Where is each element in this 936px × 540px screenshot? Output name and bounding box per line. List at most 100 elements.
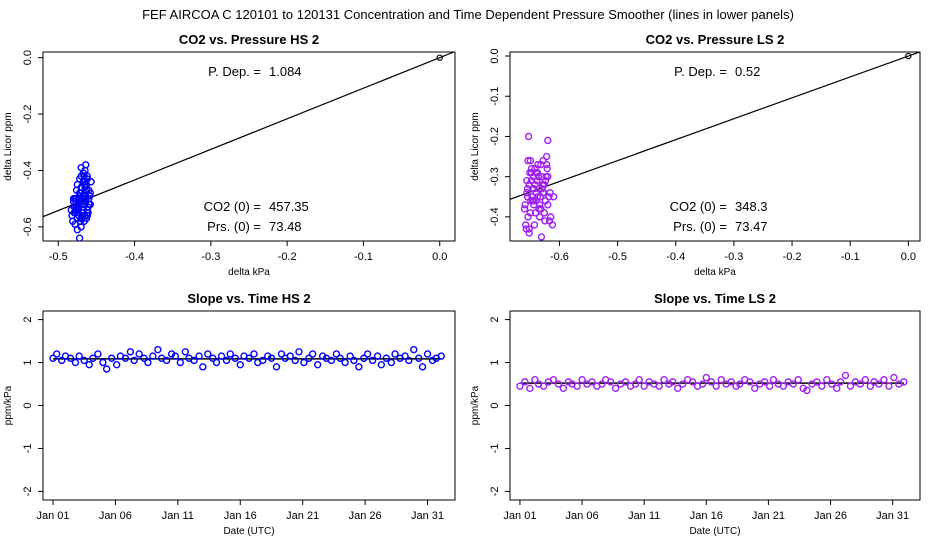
ls-pressure-ytick-label: 0.0: [489, 48, 501, 63]
ls-slope-point: [660, 376, 668, 384]
hs-slope-point: [418, 363, 427, 371]
hs-slope-ytick-label: -1: [22, 444, 34, 454]
hs-slope-ytick-label: 2: [22, 317, 34, 323]
hs-pressure-point: [86, 200, 95, 209]
ls-slope-point: [655, 382, 663, 390]
hs-pressure-pdep-value: 1.084: [269, 64, 302, 79]
hs-slope-point: [377, 360, 386, 369]
ls-pressure-point: [528, 193, 536, 201]
hs-slope-point: [415, 354, 423, 362]
ls-pressure-xlabel: delta kPa: [694, 267, 736, 278]
ls-slope-point: [559, 384, 568, 393]
hs-slope-xtick-label: Jan 31: [411, 510, 444, 522]
hs-slope-point: [272, 363, 281, 371]
hs-pressure-origin-point: [436, 54, 443, 61]
hs-slope-point: [382, 354, 391, 362]
hs-pressure-point: [81, 211, 89, 220]
hs-slope-ytick-label: 0: [22, 402, 34, 408]
ls-slope-point: [760, 378, 769, 386]
ls-pressure-point: [523, 176, 531, 185]
ls-slope-point: [890, 373, 898, 382]
hs-slope-ytick-label: -2: [22, 487, 34, 497]
hs-pressure-ytick-label: -0.6: [22, 217, 34, 236]
ls-pressure-co2-label: CO2 (0) =: [670, 199, 727, 214]
ls-pressure-plot-area: [510, 52, 920, 241]
hs-slope-point: [327, 356, 336, 365]
ls-slope-point: [900, 378, 908, 386]
ls-pressure-point: [533, 176, 541, 185]
hs-slope-point: [267, 354, 276, 362]
ls-slope-xtick-label: Jan 21: [752, 510, 785, 522]
hs-pressure-ytick-label: -0.2: [22, 105, 34, 124]
hs-slope-point: [167, 350, 176, 358]
ls-pressure-point: [545, 217, 554, 225]
ls-slope-point: [665, 380, 673, 388]
ls-slope-ytick-label: 2: [489, 317, 501, 323]
ls-slope-point: [818, 382, 826, 390]
ls-slope-point: [769, 376, 778, 384]
hs-pressure-point: [77, 172, 85, 180]
hs-pressure-xtick-label: -0.4: [125, 251, 144, 263]
ls-pressure-point: [541, 217, 549, 225]
hs-slope-point: [154, 345, 162, 354]
ls-slope-point: [678, 380, 687, 388]
ls-slope-point: [856, 380, 865, 388]
ls-slope-point: [751, 384, 759, 393]
hs-slope-point: [209, 354, 217, 362]
hs-slope-ytick-label: 1: [22, 359, 34, 365]
hs-slope-point: [428, 356, 437, 365]
hs-pressure-prs-value: 73.48: [269, 219, 302, 234]
ls-pressure-point: [544, 136, 552, 145]
ls-slope-point: [789, 380, 797, 388]
ls-pressure-point: [545, 193, 553, 201]
ls-slope-point: [598, 380, 606, 388]
ls-slope-ylabel: ppm/kPa: [470, 385, 481, 425]
hs-pressure-ylabel: delta Licor ppm: [3, 112, 14, 180]
ls-slope-point: [765, 382, 774, 390]
hs-pressure-pdep-label: P. Dep. =: [208, 64, 261, 79]
hs-pressure-plot-frame: [42, 51, 456, 242]
ls-slope-point: [707, 378, 715, 386]
hs-slope-point: [121, 354, 130, 362]
ls-pressure-xtick-label: -0.1: [841, 251, 860, 263]
hs-pressure-point: [82, 161, 90, 169]
ls-slope-title: Slope vs. Time LS 2: [654, 291, 776, 306]
ls-slope-point: [631, 380, 640, 388]
hs-pressure-co2-label: CO2 (0) =: [204, 199, 261, 214]
hs-slope-point: [336, 354, 344, 362]
ls-slope-point: [828, 380, 836, 388]
ls-slope-point: [732, 382, 740, 390]
ls-slope-plot-frame: [509, 310, 921, 501]
hs-slope-point: [360, 354, 368, 362]
ls-pressure-point: [549, 193, 558, 201]
hs-slope-point: [286, 352, 294, 360]
ls-pressure-ytick-label: -0.2: [489, 127, 501, 146]
ls-pressure-point: [527, 164, 536, 173]
hs-slope-point: [308, 350, 317, 358]
ls-slope-point: [611, 384, 620, 393]
hs-slope-point: [332, 350, 341, 358]
hs-pressure-xtick-label: 0.0: [432, 251, 447, 263]
hs-pressure-xlabel: delta kPa: [228, 267, 270, 278]
ls-pressure-point: [523, 185, 532, 193]
hs-slope-point: [49, 354, 57, 362]
ls-slope-panel: Slope vs. Time LS 2 Jan 01 Jan 06 Jan 11 Jan…: [470, 291, 921, 537]
ls-slope-ytick-label: -2: [489, 487, 501, 497]
hs-slope-point: [58, 356, 66, 365]
hs-slope-point: [71, 358, 80, 367]
hs-pressure-fit-line: [43, 52, 455, 218]
ls-pressure-point: [535, 201, 544, 209]
hs-pressure-point: [73, 226, 82, 234]
ls-pressure-point: [540, 189, 548, 197]
hs-slope-point: [318, 352, 327, 360]
hs-slope-xtick-label: Jan 26: [349, 510, 382, 522]
hs-slope-xtick-label: Jan 01: [36, 510, 69, 522]
ls-pressure-point: [542, 172, 550, 181]
ls-pressure-point: [530, 221, 539, 229]
ls-slope-point: [875, 380, 883, 388]
hs-slope-point: [144, 358, 152, 367]
hs-slope-point: [401, 352, 409, 360]
hs-slope-point: [313, 360, 322, 369]
ls-pressure-point: [534, 172, 543, 181]
ls-pressure-point: [542, 160, 551, 169]
